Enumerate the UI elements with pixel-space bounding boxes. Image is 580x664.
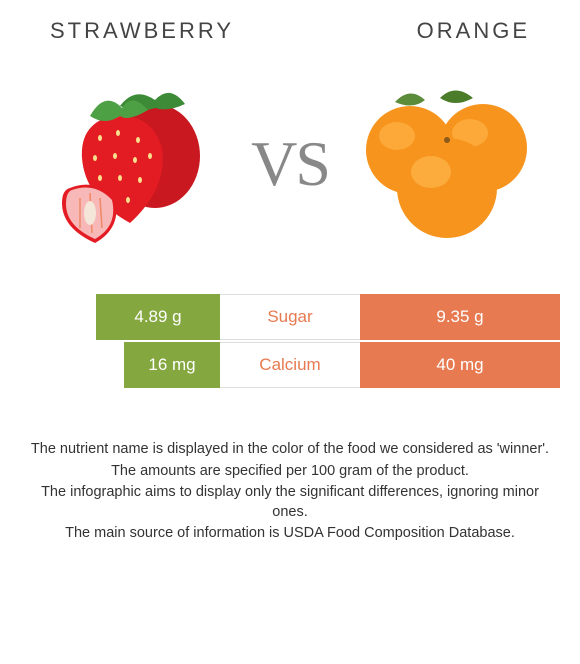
orange-icon bbox=[355, 78, 535, 248]
title-left: STRAWBERRY bbox=[50, 18, 234, 44]
bar-left: 16 mg bbox=[124, 342, 220, 388]
footer-line: The infographic aims to display only the… bbox=[30, 483, 550, 522]
left-value: 4.89 g bbox=[134, 307, 181, 327]
bar-right: 40 mg bbox=[360, 342, 560, 388]
left-value: 16 mg bbox=[148, 355, 195, 375]
left-bar-sugar: 4.89 g bbox=[20, 294, 220, 340]
nutrient-name: Calcium bbox=[259, 355, 320, 375]
nutrient-name: Sugar bbox=[267, 307, 312, 327]
bar-right: 9.35 g bbox=[360, 294, 560, 340]
right-bar-sugar: 9.35 g bbox=[360, 294, 560, 340]
footer-line: The nutrient name is displayed in the co… bbox=[30, 440, 550, 460]
strawberry-icon bbox=[50, 78, 220, 248]
table-row: 4.89 g Sugar 9.35 g bbox=[20, 294, 560, 342]
bar-left: 4.89 g bbox=[96, 294, 220, 340]
nutrient-label: Calcium bbox=[220, 342, 360, 388]
vs-label: VS bbox=[251, 126, 329, 201]
footer-line: The amounts are specified per 100 gram o… bbox=[30, 462, 550, 482]
left-bar-calcium: 16 mg bbox=[20, 342, 220, 388]
strawberry-image bbox=[40, 68, 230, 258]
footer-line: The main source of information is USDA F… bbox=[30, 524, 550, 544]
title-right: ORANGE bbox=[417, 18, 530, 44]
comparison-table: 4.89 g Sugar 9.35 g 16 mg Calcium 40 mg bbox=[20, 294, 560, 390]
table-row: 16 mg Calcium 40 mg bbox=[20, 342, 560, 390]
right-value: 9.35 g bbox=[436, 307, 483, 327]
right-value: 40 mg bbox=[436, 355, 483, 375]
orange-image bbox=[350, 68, 540, 258]
header: STRAWBERRY ORANGE bbox=[0, 0, 580, 54]
nutrient-label: Sugar bbox=[220, 294, 360, 340]
right-bar-calcium: 40 mg bbox=[360, 342, 560, 388]
footer-notes: The nutrient name is displayed in the co… bbox=[0, 440, 580, 544]
images-row: VS bbox=[0, 54, 580, 284]
